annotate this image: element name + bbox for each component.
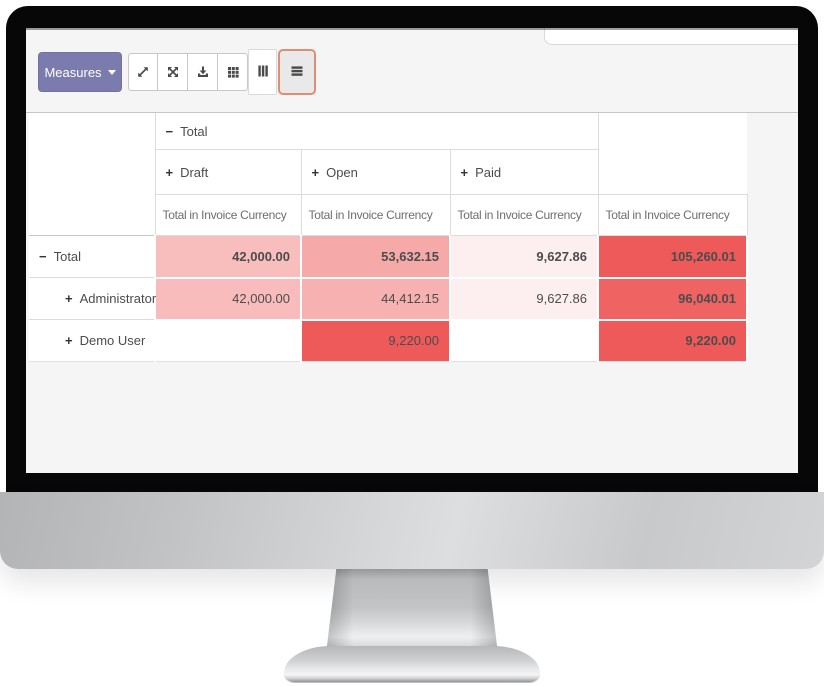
pivot-cell: 9,627.86 xyxy=(449,235,599,279)
pivot-row-demo-user: + Demo User 9,220.00 9,220.00 xyxy=(29,318,748,362)
column-group-label: Total xyxy=(180,123,208,139)
expand-icon[interactable]: + xyxy=(65,333,73,348)
row-header-total[interactable]: − Total xyxy=(29,235,156,278)
expand-icon[interactable]: + xyxy=(165,164,174,180)
pivot-cell: 9,220.00 xyxy=(597,318,748,362)
row-header-administrator[interactable]: + Administrator xyxy=(29,277,157,320)
column-header-label: Paid xyxy=(475,164,502,180)
measure-header[interactable]: Total in Invoice Currency xyxy=(301,194,451,236)
pivot-cell xyxy=(154,318,302,362)
pivot-cell: 42,000.00 xyxy=(154,235,302,279)
measure-header[interactable]: Total in Invoice Currency xyxy=(155,194,302,236)
bar-chart-view-button[interactable] xyxy=(248,49,277,95)
column-group-header-total[interactable]: − Total xyxy=(155,113,599,150)
pivot-cell: 9,627.86 xyxy=(449,276,599,321)
pivot-action-button-group xyxy=(128,53,248,91)
download-icon xyxy=(195,64,211,80)
expand-diagonal-icon xyxy=(135,64,151,80)
pivot-cell: 53,632.15 xyxy=(300,235,451,279)
measure-header[interactable]: Total in Invoice Currency xyxy=(598,194,748,236)
pivot-cell: 42,000.00 xyxy=(154,276,302,321)
column-header-label: Open xyxy=(326,164,358,180)
horizontal-bars-icon xyxy=(289,63,305,82)
measures-button[interactable]: Measures xyxy=(38,52,122,92)
collapse-icon[interactable]: − xyxy=(165,123,174,139)
row-header-label: Demo User xyxy=(79,333,146,348)
vertical-bars-icon xyxy=(255,63,271,82)
expand-all-button[interactable] xyxy=(128,53,158,91)
row-total-column-header xyxy=(598,113,747,195)
monitor-stand-foot xyxy=(284,646,540,682)
monitor-stand-neck xyxy=(326,569,498,654)
row-header-demo-user[interactable]: + Demo User xyxy=(29,319,156,362)
flip-axis-icon xyxy=(165,64,181,80)
pivot-cell: 44,412.15 xyxy=(300,276,451,321)
grid-view-button[interactable] xyxy=(218,53,248,91)
expand-icon[interactable]: + xyxy=(311,164,320,180)
search-panel-remnant xyxy=(544,28,798,45)
column-header-draft[interactable]: + Draft xyxy=(155,149,302,195)
row-header-label: Total xyxy=(53,249,82,264)
pivot-table: − Total + Draft + Open + Paid xyxy=(29,113,748,362)
monitor-bezel: Measures xyxy=(6,6,818,492)
caret-down-icon xyxy=(107,69,116,75)
pivot-cell xyxy=(449,318,599,362)
measure-header[interactable]: Total in Invoice Currency xyxy=(450,194,599,236)
expand-icon[interactable]: + xyxy=(65,291,73,306)
pivot-cell: 9,220.00 xyxy=(300,318,451,362)
column-header-label: Draft xyxy=(180,164,209,180)
pivot-row-total: − Total 42,000.00 53,632.15 9,627.86 105,… xyxy=(29,235,748,279)
expand-icon[interactable]: + xyxy=(460,164,469,180)
download-xls-button[interactable] xyxy=(188,53,218,91)
grid-icon xyxy=(225,64,241,80)
pivot-row-administrator: + Administrator 42,000.00 44,412.15 9,627… xyxy=(29,276,748,321)
monitor-chin xyxy=(0,492,824,569)
screen-content: Measures xyxy=(26,28,798,473)
flip-axis-button[interactable] xyxy=(158,53,188,91)
list-view-button-active[interactable] xyxy=(278,49,316,95)
row-header-label: Administrator xyxy=(79,291,157,306)
pivot-cell: 96,040.01 xyxy=(597,276,748,321)
pivot-cell: 105,260.01 xyxy=(597,235,748,279)
column-header-open[interactable]: + Open xyxy=(301,149,451,195)
collapse-icon[interactable]: − xyxy=(39,249,47,264)
pivot-corner-cell xyxy=(29,113,156,236)
measures-button-label: Measures xyxy=(44,64,102,80)
pivot-toolbar: Measures xyxy=(26,28,798,113)
column-header-paid[interactable]: + Paid xyxy=(450,149,599,195)
